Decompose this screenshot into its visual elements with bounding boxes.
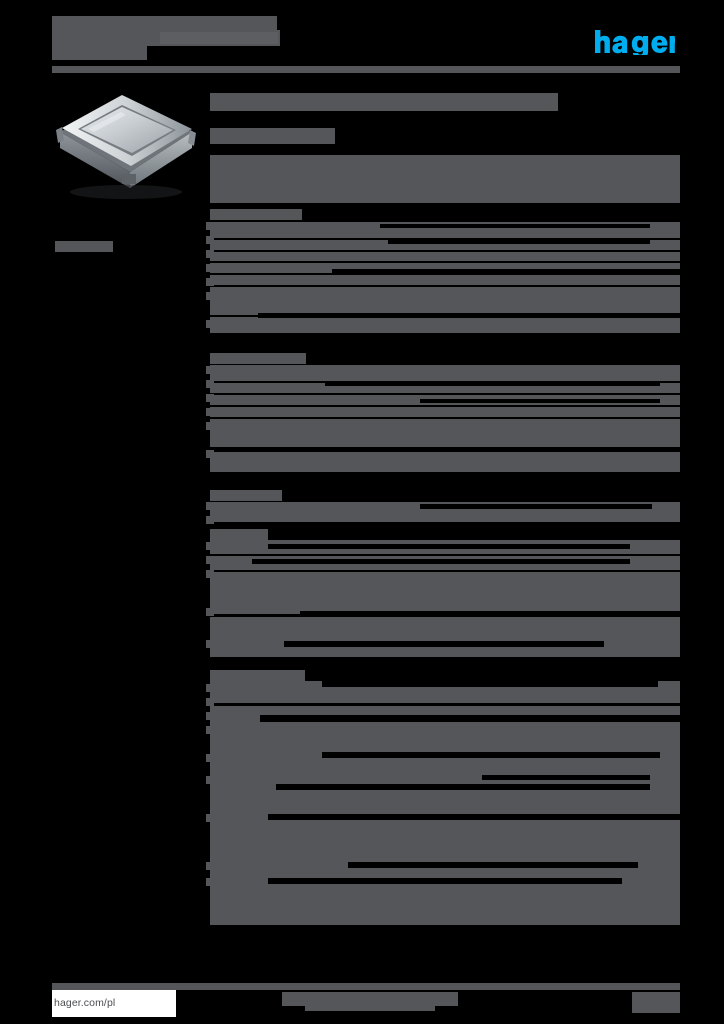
section-5-heading xyxy=(210,670,305,681)
row-gap xyxy=(268,544,630,549)
spec-row xyxy=(210,263,680,273)
row-gap xyxy=(260,715,680,722)
header-subtitle xyxy=(160,32,278,44)
spec-row xyxy=(210,252,680,261)
header-divider xyxy=(52,66,680,73)
row-gap xyxy=(284,641,604,647)
intro-text-block xyxy=(210,155,680,203)
row-gap xyxy=(268,448,680,452)
footer-center-text-2 xyxy=(305,1003,435,1011)
row-gap xyxy=(348,862,638,868)
spec-row xyxy=(210,758,680,784)
footer-url[interactable]: hager.com/pl xyxy=(52,990,176,1017)
row-gap xyxy=(325,382,660,386)
spec-row xyxy=(210,617,680,657)
row-gap xyxy=(300,611,680,617)
spec-row xyxy=(210,572,680,614)
spec-row xyxy=(210,365,680,381)
spec-row xyxy=(210,240,680,250)
row-gap xyxy=(268,878,622,884)
section-3-heading xyxy=(210,490,282,501)
row-gap xyxy=(482,775,650,780)
row-gap xyxy=(332,269,680,273)
row-gap xyxy=(322,681,658,687)
footer-divider xyxy=(52,983,680,990)
section-4-heading xyxy=(210,529,268,540)
spec-row xyxy=(210,419,680,447)
content-subtitle xyxy=(210,128,335,144)
row-gap xyxy=(420,504,652,509)
spec-row xyxy=(210,287,680,315)
content-title xyxy=(210,93,558,111)
section-1-heading xyxy=(210,209,302,220)
row-gap xyxy=(388,240,650,244)
spec-row xyxy=(210,317,680,333)
spec-row xyxy=(210,383,680,393)
row-gap xyxy=(322,752,660,758)
product-image-caption xyxy=(55,241,113,252)
footer-page-number xyxy=(632,992,680,1013)
row-gap xyxy=(276,784,650,790)
row-gap xyxy=(268,814,680,820)
spec-row xyxy=(210,407,680,417)
row-gap xyxy=(252,559,630,564)
header-title-line-1 xyxy=(52,16,277,30)
row-gap xyxy=(380,224,650,228)
spec-row xyxy=(210,815,680,925)
spec-row xyxy=(210,275,680,285)
section-2-heading xyxy=(210,353,306,364)
footer-center-text xyxy=(282,992,458,1006)
row-gap xyxy=(258,313,680,318)
spec-row xyxy=(210,452,680,472)
hager-logo xyxy=(595,29,675,55)
row-gap xyxy=(420,399,660,403)
header-title-line-3 xyxy=(52,46,147,60)
